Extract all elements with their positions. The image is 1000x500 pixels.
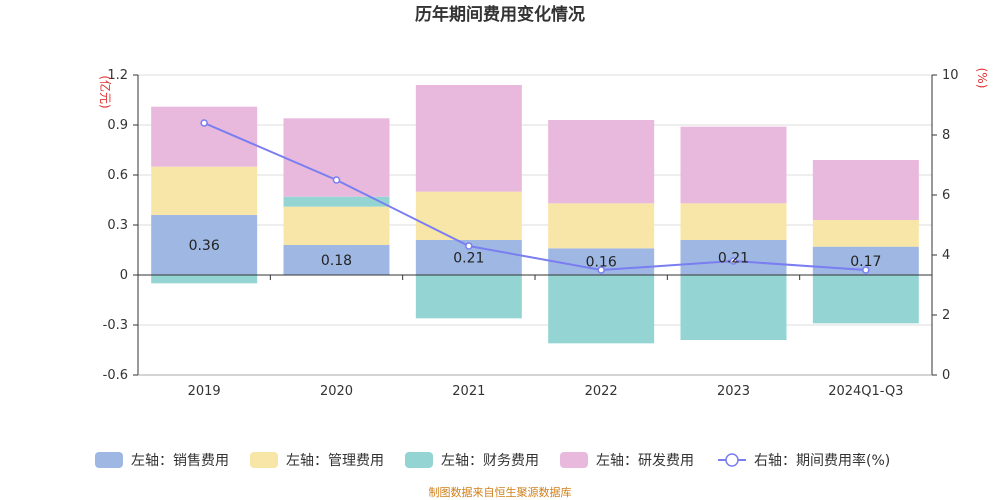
- x-axis-tick-label: 2020: [320, 384, 353, 399]
- legend-swatch: [250, 452, 278, 468]
- bar-segment: [151, 166, 258, 215]
- chart-title: 历年期间费用变化情况: [415, 4, 585, 25]
- right-axis-tick-label: 6: [942, 188, 950, 203]
- bar-segment: [812, 160, 919, 220]
- bar-data-label: 0.36: [189, 238, 220, 254]
- bar-segment: [415, 191, 522, 240]
- bar-data-label: 0.21: [718, 251, 749, 267]
- bar-segment: [680, 126, 787, 204]
- bar-data-label: 0.17: [850, 254, 881, 270]
- bar-segment: [283, 118, 390, 197]
- legend-swatch: [560, 452, 588, 468]
- legend-label: 左轴：研发费用: [596, 453, 694, 469]
- legend-label: 左轴：管理费用: [286, 453, 384, 469]
- right-axis-tick-label: 2: [942, 308, 950, 323]
- legend-label: 左轴：财务费用: [441, 453, 539, 469]
- bar-segment: [151, 275, 258, 284]
- right-axis-tick-label: 8: [942, 128, 950, 143]
- line-point: [597, 266, 605, 274]
- bar-segment: [680, 275, 787, 340]
- line-path: [203, 122, 866, 272]
- source-note: 制图数据来自恒生聚源数据库: [429, 485, 572, 499]
- bars: [151, 85, 919, 344]
- bar-data-label: 0.21: [453, 251, 484, 267]
- bar-segment: [415, 85, 522, 192]
- right-axis-unit: (%): [975, 68, 989, 89]
- line-point: [332, 176, 341, 184]
- line-point: [729, 257, 738, 265]
- left-axis-tick-label: 0.6: [107, 168, 128, 183]
- left-axis-unit: (亿元): [98, 75, 113, 108]
- bar-segment: [283, 206, 390, 245]
- bar-data-label: 0.16: [586, 255, 617, 271]
- x-axis-tick-label: 2022: [585, 384, 618, 399]
- bar-segment: [151, 215, 258, 275]
- line-series: [200, 119, 870, 274]
- legend-swatch: [95, 452, 123, 468]
- legend-circle-marker: [725, 453, 739, 467]
- left-axis-tick-label: 0.3: [107, 218, 128, 233]
- x-axis-tick-label: 2023: [717, 384, 750, 399]
- bar-segment: [548, 275, 655, 344]
- axes: 1.2 0.9 0.6 0.3 0 -0.3 -0.6 10 8 6 4 2 0 2019 2020 2021…: [103, 68, 959, 399]
- left-axis-tick-label: -0.6: [103, 368, 128, 383]
- x-axis-tick-label: 2024Q1-Q3: [828, 384, 903, 399]
- bar-segment: [151, 106, 258, 167]
- bar-segment: [548, 203, 655, 249]
- right-axis-tick-label: 10: [942, 68, 959, 83]
- line-point: [200, 119, 208, 127]
- left-axis-tick-label: 0.9: [107, 118, 128, 133]
- left-axis-tick-label: -0.3: [103, 318, 128, 333]
- bar-segment: [283, 245, 390, 275]
- bar-data-label: 0.18: [321, 253, 352, 269]
- bar-segment: [812, 220, 919, 247]
- legend-label: 左轴：销售费用: [131, 453, 229, 469]
- bar-segment: [812, 275, 919, 324]
- legend-label: 右轴：期间费用率(%): [754, 452, 890, 469]
- bar-segment: [283, 196, 390, 207]
- data-labels: 0.36 0.18 0.21 0.16 0.21 0.17: [189, 238, 882, 271]
- right-axis-tick-label: 4: [942, 248, 950, 263]
- x-axis-tick-label: 2019: [188, 384, 221, 399]
- left-axis-tick-label: 1.2: [107, 68, 128, 83]
- right-axis-tick-label: 0: [942, 368, 950, 383]
- bar-segment: [415, 275, 522, 319]
- x-axis-tick-label: 2021: [452, 384, 485, 399]
- line-point: [862, 266, 870, 274]
- bar-segment: [680, 203, 787, 240]
- bar-segment: [548, 120, 655, 204]
- legend-swatch: [405, 452, 433, 468]
- left-axis-tick-label: 0: [120, 268, 128, 283]
- legend: 左轴：销售费用 左轴：管理费用 左轴：财务费用 左轴：研发费用 右轴：期间费用率(%): [95, 452, 890, 469]
- line-point: [465, 242, 473, 250]
